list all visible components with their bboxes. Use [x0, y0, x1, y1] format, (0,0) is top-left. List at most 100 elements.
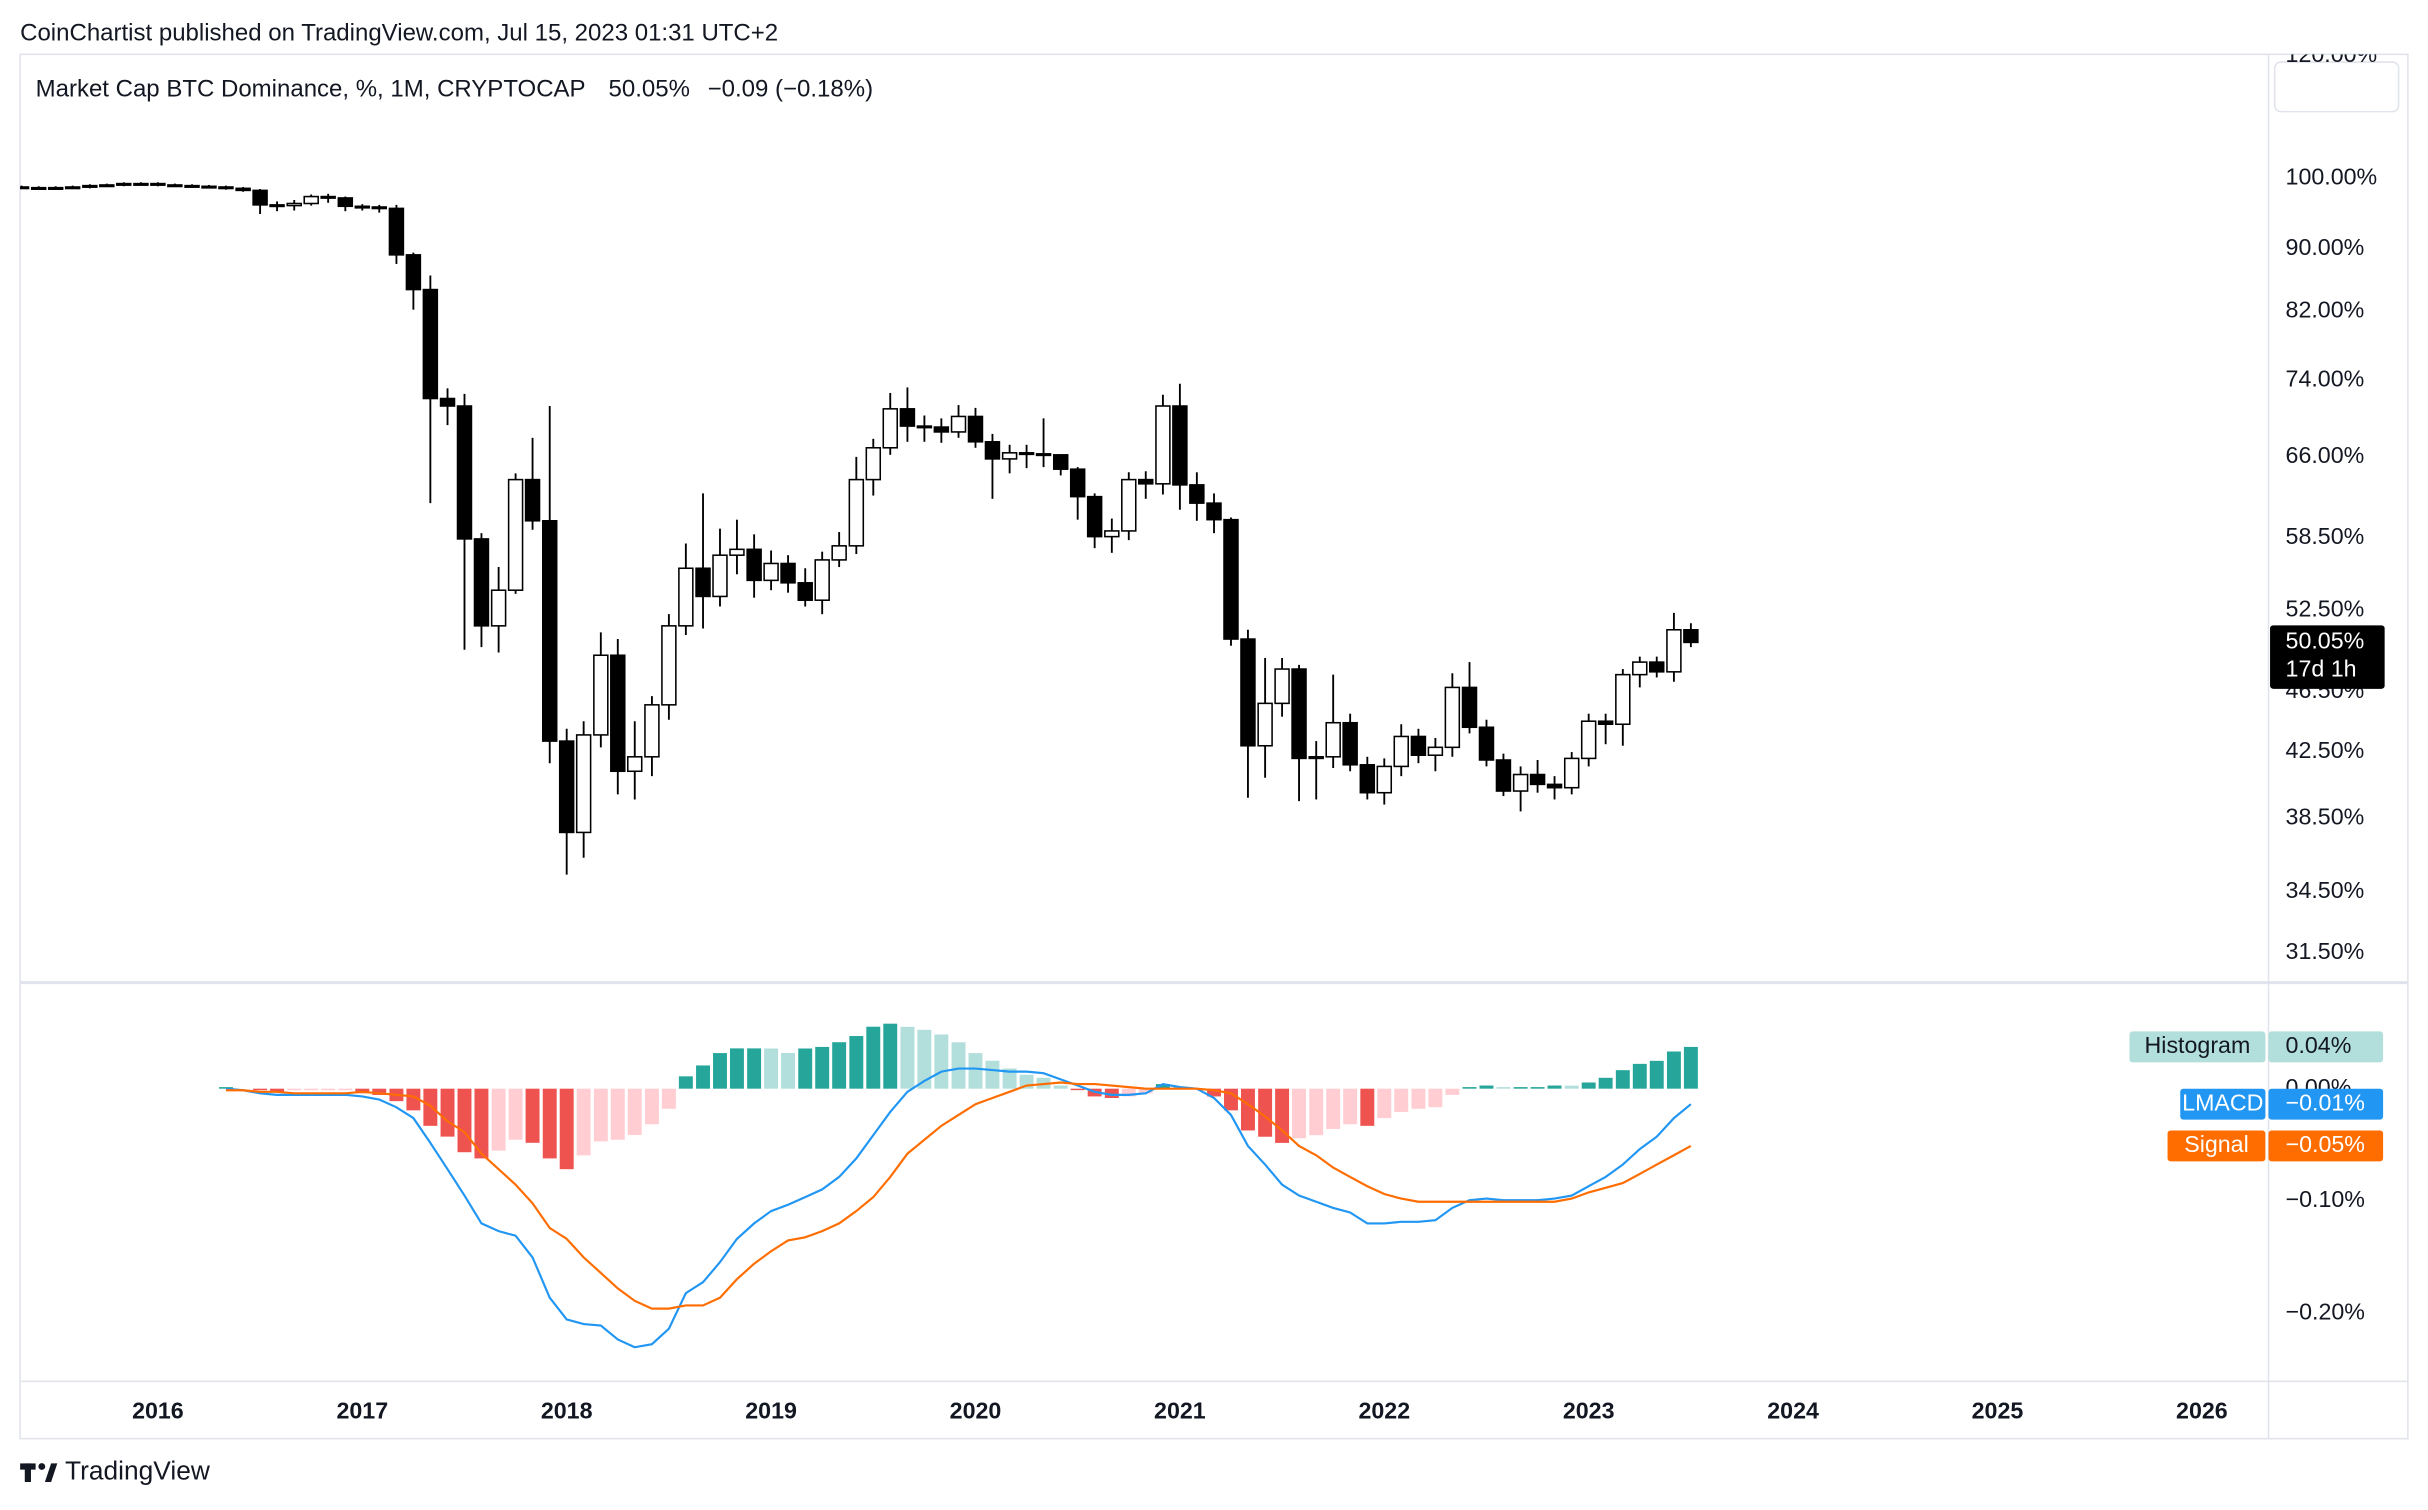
candle-body [303, 195, 319, 205]
y-tick-label: 120.00% [2286, 41, 2378, 67]
histogram-bar [627, 1088, 642, 1136]
y-tick-label: 66.00% [2286, 442, 2365, 468]
histogram-bar [576, 1088, 591, 1156]
histogram-bar [1581, 1082, 1596, 1089]
candle-body [133, 182, 149, 186]
histogram-bar [1138, 1088, 1153, 1094]
candle-body [218, 186, 234, 190]
candle-body [490, 589, 507, 627]
candle-body [371, 206, 387, 210]
candle-body [1478, 726, 1495, 761]
series-value-box [2268, 1088, 2384, 1120]
legend-last-value: 50.05% [609, 75, 690, 102]
histogram-bar [1428, 1088, 1443, 1108]
histogram-bar [1309, 1088, 1324, 1136]
candle-body [1342, 721, 1358, 766]
histogram-bar [781, 1052, 796, 1089]
candle-body [695, 567, 711, 598]
candle-body [1189, 484, 1205, 504]
candle-body [882, 408, 898, 449]
logo-part [44, 1463, 58, 1483]
histogram-bar [1496, 1087, 1511, 1089]
histogram-bar [270, 1088, 285, 1092]
histogram-bar [287, 1088, 302, 1091]
candle-body [967, 415, 984, 443]
histogram-bar [593, 1088, 608, 1142]
histogram-bar [644, 1088, 659, 1125]
candle-body [746, 548, 762, 582]
candle-body [47, 186, 64, 190]
candle-body [950, 415, 967, 433]
histogram-bar [218, 1087, 233, 1089]
histogram-bar [1411, 1088, 1426, 1109]
y-tick-label: 100.00% [2286, 163, 2378, 189]
histogram-bar [457, 1088, 472, 1153]
candle-body [388, 207, 405, 256]
candle-body [1615, 673, 1631, 726]
overlay: 50.05%17d 1h 2016 2017 2018 2019 2020 2021 2022… [132, 625, 2385, 1423]
candle-body [269, 204, 285, 208]
candle-body [1138, 478, 1154, 485]
histogram-bar [1070, 1088, 1085, 1091]
candle-body [575, 734, 592, 834]
legend-label: LMACD [2182, 1089, 2263, 1115]
histogram-bar [423, 1088, 438, 1126]
histogram-bar [1258, 1088, 1273, 1137]
candle-body [1274, 668, 1290, 705]
candle-body [729, 548, 745, 556]
price-axis: 120.00% 100.00% 90.00% 82.00% 74.00% 66.00% 58… [2286, 41, 2378, 1324]
candle-body [1325, 721, 1341, 758]
candle-body [184, 184, 200, 188]
histogram-bar [1462, 1087, 1477, 1089]
logo-part [24, 1463, 31, 1483]
histogram-bar [1104, 1088, 1119, 1098]
series-name-box [2129, 1031, 2266, 1063]
candle-body [1529, 773, 1546, 786]
histogram-bar [764, 1048, 779, 1089]
candle-body [661, 625, 677, 706]
histogram-bar [610, 1088, 625, 1140]
candle-body [831, 545, 847, 561]
x-tick-label: 2017 [336, 1397, 388, 1423]
histogram-bar [968, 1053, 983, 1089]
candle-body [916, 425, 933, 429]
histogram-bar [474, 1088, 489, 1159]
histogram-bar [508, 1088, 523, 1140]
candle-body [1495, 759, 1512, 792]
candle-body [865, 447, 882, 481]
candle-body [286, 202, 302, 207]
candle-body [984, 441, 1001, 460]
histogram-bar [883, 1023, 898, 1089]
series-value-label: −0.05% [2286, 1131, 2365, 1157]
series-value-label: −0.01% [2286, 1089, 2365, 1115]
candle-body [814, 559, 830, 601]
candle-body [1393, 735, 1409, 768]
candle-body [64, 186, 81, 190]
histogram-bar [1360, 1088, 1375, 1126]
histogram-bar [1343, 1088, 1358, 1125]
histogram-bar [1598, 1077, 1613, 1089]
legend-change: −0.09 (−0.18%) [708, 75, 873, 102]
x-tick-label: 2020 [950, 1397, 1002, 1423]
candle-body [1632, 661, 1648, 676]
y-tick-label: 52.50% [2286, 595, 2365, 621]
candle-body [235, 187, 251, 192]
histogram-bar [1666, 1051, 1681, 1089]
histogram-bar [1292, 1088, 1307, 1139]
histogram-bar [1479, 1085, 1494, 1089]
candle-body [1580, 720, 1597, 760]
histogram-bar [1615, 1070, 1630, 1089]
histogram-bar [1002, 1068, 1017, 1089]
candle-body [1376, 765, 1393, 794]
candle-body [1001, 452, 1018, 460]
candle-body [524, 478, 541, 522]
candle-body [1444, 686, 1461, 749]
plot-area [20, 182, 1699, 1349]
candle-body [610, 654, 626, 773]
settings-box[interactable] [2273, 61, 2400, 113]
x-tick-label: 2023 [1563, 1397, 1615, 1423]
histogram-bar [713, 1053, 727, 1089]
candle-body [82, 184, 98, 188]
